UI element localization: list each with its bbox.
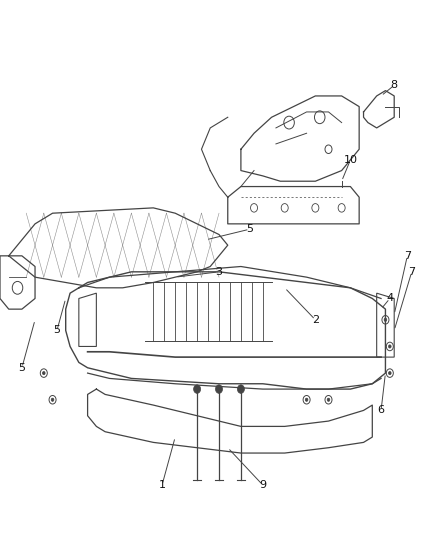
Circle shape [389,345,391,348]
Text: 7: 7 [404,251,411,261]
Text: 4: 4 [386,294,393,303]
Text: 2: 2 [312,315,319,325]
Text: 9: 9 [259,480,266,490]
Text: 5: 5 [246,224,253,234]
Circle shape [215,385,223,393]
Circle shape [384,318,387,321]
Text: 8: 8 [391,80,398,90]
Text: 3: 3 [215,267,223,277]
Circle shape [305,398,308,401]
Text: 1: 1 [159,480,166,490]
Text: 7: 7 [408,267,415,277]
Circle shape [327,398,330,401]
Text: 10: 10 [343,155,357,165]
Text: 5: 5 [53,326,60,335]
Circle shape [42,372,45,375]
Text: 5: 5 [18,363,25,373]
Circle shape [389,372,391,375]
Circle shape [237,385,244,393]
Text: 6: 6 [378,406,385,415]
Circle shape [194,385,201,393]
Circle shape [51,398,54,401]
